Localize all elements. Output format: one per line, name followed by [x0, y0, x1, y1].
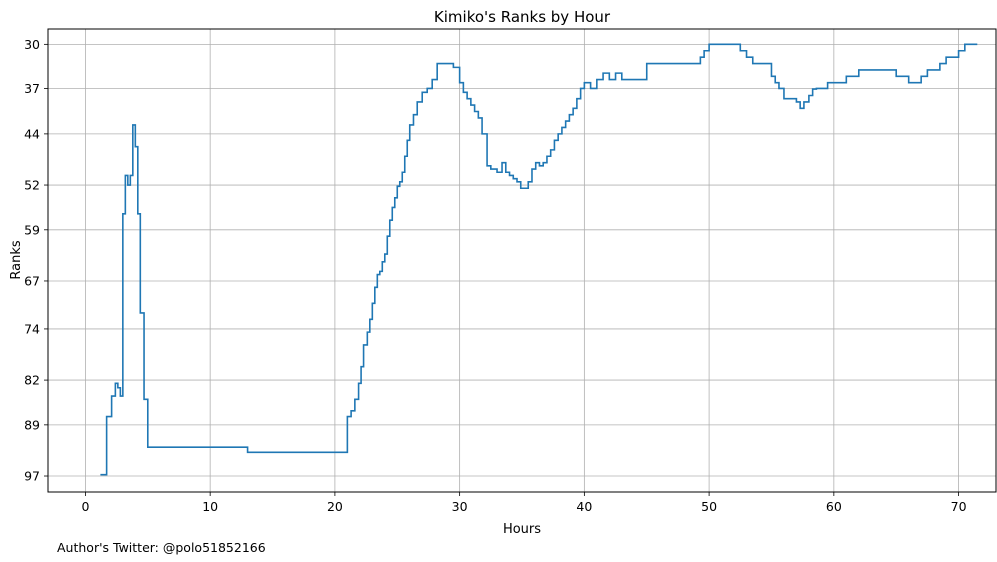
chart-title: Kimiko's Ranks by Hour	[434, 8, 611, 26]
plot-frame	[47, 28, 997, 493]
y-tick-label: 37	[24, 81, 40, 96]
x-axis-label: Hours	[503, 522, 541, 537]
x-tick-label: 70	[951, 499, 967, 514]
author-footnote: Author's Twitter: @polo51852166	[57, 540, 266, 555]
y-tick-label: 97	[24, 469, 40, 484]
y-tick-label: 74	[24, 321, 40, 336]
x-tick-label: 0	[81, 499, 89, 514]
x-tick-label: 50	[701, 499, 717, 514]
x-tick-label: 10	[202, 499, 218, 514]
y-tick-label: 44	[24, 126, 40, 141]
y-axis-label: Ranks	[9, 240, 24, 279]
y-tick-label: 67	[24, 273, 40, 288]
y-tick-label: 89	[24, 417, 40, 432]
y-tick-label: 30	[24, 37, 40, 52]
y-tick-label: 59	[24, 222, 40, 237]
x-tick-label: 20	[327, 499, 343, 514]
series-group	[100, 43, 978, 476]
y-tick-label: 52	[24, 178, 40, 193]
rank-step-line	[100, 43, 978, 476]
x-tick-label: 60	[826, 499, 842, 514]
x-tick-label: 40	[576, 499, 592, 514]
y-axis-ticks: 30 37 44 52 59 67 74 82 89 97	[24, 37, 48, 484]
x-tick-label: 30	[452, 499, 468, 514]
x-axis-ticks: 0 10 20 30 40 50 60 70	[81, 492, 967, 514]
y-tick-label: 82	[24, 373, 40, 388]
grid-lines	[48, 29, 996, 492]
